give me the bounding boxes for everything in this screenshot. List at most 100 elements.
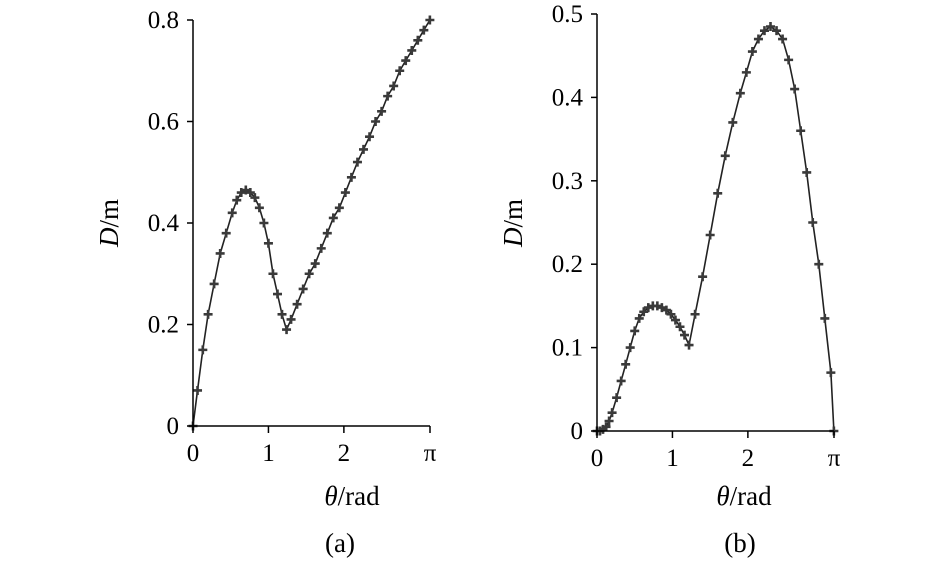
chart-a-data-point	[292, 299, 302, 309]
chart-a-data-point	[272, 289, 282, 299]
chart-b-data-point	[713, 188, 723, 198]
chart-b-data-point	[652, 301, 662, 311]
chart-b-data-point	[826, 368, 836, 378]
chart-b-ylabel-unit: /m	[498, 199, 528, 228]
chart-b-data-point	[772, 26, 782, 36]
chart-a-ylabel: D/m	[94, 199, 124, 248]
chart-b-data-point	[766, 22, 776, 32]
chart-b-data-point	[690, 309, 700, 319]
chart-a-data-point	[371, 117, 381, 126]
chart-b-data-point	[814, 259, 824, 269]
chart-a-ylabel-unit: /m	[94, 199, 124, 228]
chart-a-data-point	[298, 284, 308, 294]
chart-b-data-point	[630, 326, 640, 336]
chart-b-data-point	[625, 343, 635, 353]
chart-a-caption: (a)	[325, 528, 355, 558]
chart-b-data-point	[680, 330, 690, 340]
chart-b-data-point	[753, 34, 763, 44]
chart-a-xlabel: θ/rad	[324, 481, 380, 511]
chart-a-data-point	[310, 259, 320, 269]
chart-b-data-point	[778, 34, 788, 44]
chart-b-data-point	[657, 303, 667, 313]
chart-b-data-point	[643, 303, 653, 313]
chart-a-data-point	[358, 144, 368, 154]
chart-a-series-line	[192, 19, 431, 427]
chart-a-data-point	[322, 228, 332, 238]
chart-a-y-tick-label: 0.2	[148, 312, 179, 339]
chart-a-marks	[188, 15, 435, 431]
chart-a-data-point	[232, 195, 242, 205]
chart-a-data-point	[282, 325, 292, 335]
chart-b-x-tick-label: π	[828, 445, 841, 472]
chart-a-data-point	[413, 35, 423, 45]
chart-a-x-tick-label: π	[424, 440, 437, 467]
chart-a-data-point	[221, 228, 231, 238]
chart-b-y-tick-label: 0.5	[552, 1, 583, 28]
chart-panel-a: 0 0.2 0.4 0.6 0.8 0 1 2 π θ/rad D/m (a)	[94, 7, 437, 558]
chart-a-data-point	[277, 309, 287, 319]
chart-b-axes: 0 0.1 0.2 0.3 0.4 0.5 0 1 2 π	[552, 1, 841, 472]
chart-b-data-point	[670, 315, 680, 325]
chart-b-marks	[592, 22, 839, 436]
chart-b-ylabel-var: D	[498, 227, 528, 248]
chart-b-data-point	[684, 340, 694, 350]
chart-b-x-tick-label: 0	[591, 445, 604, 472]
chart-b-data-point	[720, 151, 730, 161]
chart-a-data-point	[209, 279, 219, 289]
chart-b-data-point	[634, 313, 644, 323]
chart-b-ylabel: D/m	[498, 199, 528, 248]
chart-b-xlabel: θ/rad	[716, 481, 772, 511]
chart-a-data-point	[263, 238, 273, 248]
chart-a-data-point	[236, 188, 246, 198]
chart-a-data-point	[227, 208, 237, 218]
chart-b-data-point	[796, 126, 806, 136]
chart-a-data-point	[259, 218, 269, 228]
chart-a-data-point	[346, 172, 356, 182]
chart-b-x-tick-label: 2	[742, 445, 755, 472]
chart-a-data-point	[383, 91, 393, 101]
chart-a-y-tick-label: 0	[167, 413, 180, 440]
chart-b-caption: (b)	[724, 528, 755, 558]
chart-b-data-point	[698, 272, 708, 282]
chart-b-data-point	[675, 322, 685, 332]
chart-a-ylabel-var: D	[94, 227, 124, 248]
chart-a-xlabel-unit: /rad	[338, 481, 380, 511]
chart-a-data-point	[245, 188, 255, 198]
chart-b-data-point	[820, 313, 830, 323]
chart-b-data-point	[621, 359, 631, 369]
chart-b-y-tick-label: 0	[571, 418, 584, 445]
chart-a-y-tick-label: 0.4	[148, 210, 180, 237]
chart-b-data-point	[790, 84, 800, 94]
chart-a-xlabel-var: θ	[324, 481, 337, 511]
chart-b-y-tick-label: 0.3	[552, 168, 583, 195]
chart-a-data-point	[407, 45, 417, 55]
chart-b-data-point	[808, 218, 818, 227]
chart-b-y-tick-label: 0.2	[552, 251, 583, 278]
chart-b-data-point	[639, 307, 649, 317]
chart-b-x-tick-label: 1	[666, 445, 679, 472]
chart-a-y-tick-label: 0.8	[148, 7, 179, 34]
chart-b-data-point	[784, 55, 794, 65]
chart-a-data-point	[352, 157, 362, 167]
chart-b-data-point	[666, 309, 676, 319]
chart-b-data-point	[612, 393, 622, 403]
chart-a-x-tick-label: 0	[187, 440, 200, 467]
chart-b-data-point	[616, 376, 626, 386]
chart-b-data-point	[601, 422, 611, 432]
chart-a-data-point	[328, 213, 338, 223]
chart-a-data-point	[254, 203, 264, 213]
chart-a-data-point	[198, 345, 208, 355]
chart-a-data-point	[215, 248, 225, 258]
chart-b-data-point	[705, 230, 715, 240]
chart-b-data-point	[607, 408, 617, 418]
chart-b-y-tick-label: 0.1	[552, 335, 583, 362]
chart-a-x-tick-label: 2	[338, 440, 351, 467]
chart-b-data-point	[741, 67, 751, 77]
chart-a-data-point	[316, 243, 326, 253]
chart-a-data-point	[401, 56, 411, 66]
chart-a-data-point	[389, 81, 399, 91]
chart-b-data-point	[747, 47, 757, 57]
chart-a-data-point	[286, 314, 296, 324]
chart-b-data-point	[728, 117, 738, 127]
